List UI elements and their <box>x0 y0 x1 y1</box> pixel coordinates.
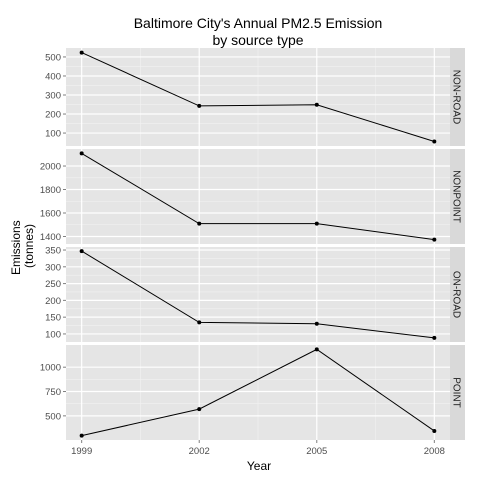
x-tick-label: 2008 <box>424 446 445 457</box>
y-tick-label: 1000 <box>40 363 61 374</box>
facet-strip-label: ON-ROAD <box>451 271 462 318</box>
chart-title: Baltimore City's Annual PM2.5 Emission <box>134 15 383 31</box>
y-tick-label: 1800 <box>40 185 61 196</box>
facet-strip <box>450 149 465 244</box>
series-line <box>81 152 435 241</box>
x-tick-label: 2005 <box>306 446 327 457</box>
y-tick-label: 150 <box>45 313 61 324</box>
data-point <box>197 103 202 108</box>
y-axis-title-line-1: Emissions <box>9 220 23 275</box>
y-tick-label: 400 <box>45 71 61 82</box>
data-point <box>314 321 319 326</box>
x-tick-label: 2002 <box>189 446 210 457</box>
data-point <box>79 151 84 156</box>
y-tick-label: 1400 <box>40 232 61 243</box>
data-point <box>197 320 202 325</box>
x-tick-label: 1999 <box>71 446 92 457</box>
y-tick-label: 300 <box>45 262 61 273</box>
facet-nonpoint: NONPOINT 1400 1600 1800 2000 <box>40 149 465 244</box>
facet-point: POINT 500 750 1000 <box>40 345 465 440</box>
y-axis-title: Emissions (tonnes) <box>9 217 36 275</box>
x-axis-title: Year <box>247 459 271 473</box>
facet-strip <box>450 247 465 342</box>
data-point <box>79 433 84 438</box>
data-point <box>314 102 319 107</box>
data-point <box>79 50 84 55</box>
data-point <box>432 237 437 242</box>
data-point <box>79 249 84 254</box>
data-point <box>432 139 437 144</box>
data-point <box>197 221 202 226</box>
y-tick-label: 100 <box>45 129 61 140</box>
facet-strip-label: POINT <box>451 377 462 408</box>
series-line <box>81 250 435 339</box>
facet-on-road: ON-ROAD 100 150 200 250 300 350 <box>45 246 465 342</box>
x-axis: 1999 2002 2005 2008 <box>71 440 445 457</box>
y-tick-label: 300 <box>45 91 61 102</box>
series-line <box>81 348 435 437</box>
y-tick-label: 1600 <box>40 208 61 219</box>
series-line <box>81 52 435 142</box>
data-point <box>432 428 437 433</box>
y-tick-label: 250 <box>45 279 61 290</box>
data-point <box>432 335 437 340</box>
y-tick-label: 500 <box>45 52 61 63</box>
y-tick-label: 350 <box>45 246 61 257</box>
data-point <box>314 221 319 226</box>
y-axis-title-line-2: (tonnes) <box>22 224 36 268</box>
facet-non-road: NON-ROAD 100 200 300 400 500 <box>45 48 465 146</box>
facet-strip-label: NONPOINT <box>451 170 462 223</box>
y-tick-label: 750 <box>45 387 61 398</box>
facets: NON-ROAD 100 200 300 400 500 NONPOINT 1400 1600 1… <box>40 48 465 440</box>
data-point <box>197 407 202 412</box>
data-point <box>314 347 319 352</box>
chart-subtitle: by source type <box>212 32 303 48</box>
y-tick-label: 100 <box>45 329 61 340</box>
facet-strip <box>450 48 465 146</box>
facet-strip <box>450 345 465 440</box>
y-tick-label: 200 <box>45 110 61 121</box>
facet-strip-label: NON-ROAD <box>451 70 462 124</box>
y-tick-label: 200 <box>45 296 61 307</box>
y-tick-label: 2000 <box>40 162 61 173</box>
y-tick-label: 500 <box>45 411 61 422</box>
